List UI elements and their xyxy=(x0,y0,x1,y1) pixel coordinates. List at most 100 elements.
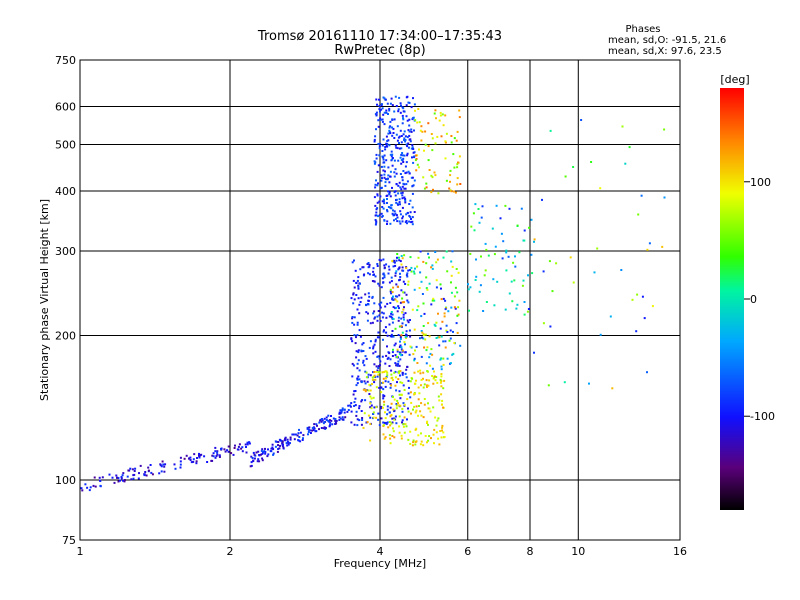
data-point xyxy=(386,413,389,416)
data-point xyxy=(80,487,83,490)
data-point xyxy=(367,262,370,264)
data-point xyxy=(469,286,472,289)
data-point xyxy=(409,199,412,202)
data-point xyxy=(406,365,409,368)
data-point xyxy=(241,446,244,449)
data-point xyxy=(393,259,396,262)
data-point xyxy=(409,442,412,445)
data-point xyxy=(385,422,388,424)
data-point xyxy=(281,442,284,445)
data-point xyxy=(436,381,439,384)
data-point xyxy=(409,335,412,338)
data-point xyxy=(390,369,393,372)
data-point xyxy=(378,424,381,427)
data-point xyxy=(99,484,102,487)
data-point xyxy=(385,370,388,373)
data-point xyxy=(367,292,370,295)
data-point xyxy=(420,125,423,128)
data-point xyxy=(406,180,409,183)
data-point xyxy=(417,256,420,259)
data-point xyxy=(406,145,409,148)
data-point xyxy=(377,365,380,368)
data-point xyxy=(402,316,405,319)
data-point xyxy=(244,443,247,446)
data-point xyxy=(388,126,391,129)
data-point xyxy=(404,187,407,190)
data-point xyxy=(388,107,391,110)
data-point xyxy=(404,343,406,346)
data-point xyxy=(409,319,411,321)
data-point xyxy=(391,158,394,161)
data-point xyxy=(381,311,384,314)
data-point xyxy=(354,269,357,272)
data-point xyxy=(390,373,393,376)
data-point xyxy=(318,421,321,424)
data-point xyxy=(407,410,410,413)
data-point xyxy=(382,312,385,315)
data-point xyxy=(396,399,399,402)
data-point xyxy=(404,221,407,224)
data-point xyxy=(458,109,461,112)
data-point xyxy=(518,251,521,254)
data-point xyxy=(357,284,360,287)
y-tick-label: 600 xyxy=(55,101,76,114)
data-point xyxy=(392,335,395,338)
data-point xyxy=(523,229,526,232)
data-point xyxy=(368,273,371,276)
data-point xyxy=(92,484,95,487)
data-point xyxy=(362,388,365,391)
data-point xyxy=(390,276,393,279)
data-point xyxy=(327,419,330,422)
data-point xyxy=(480,255,482,258)
data-point xyxy=(368,295,371,298)
data-point xyxy=(241,450,244,453)
data-point xyxy=(415,427,418,430)
data-point xyxy=(396,125,399,128)
data-point xyxy=(542,322,545,325)
data-point xyxy=(389,222,392,225)
data-point xyxy=(590,161,593,163)
data-point xyxy=(272,452,275,455)
data-point xyxy=(411,146,414,149)
data-point xyxy=(400,334,403,337)
data-point xyxy=(361,419,364,421)
data-point xyxy=(377,412,380,415)
data-point xyxy=(372,347,375,350)
data-point xyxy=(440,365,443,368)
data-point xyxy=(470,225,473,228)
data-point xyxy=(325,419,328,421)
data-point xyxy=(404,198,407,200)
data-point xyxy=(399,129,402,132)
data-point xyxy=(392,427,394,430)
data-point xyxy=(442,431,445,434)
data-point xyxy=(395,283,398,286)
data-point xyxy=(276,450,279,453)
data-point xyxy=(387,265,390,268)
data-point xyxy=(371,378,374,381)
x-tick-label: 1 xyxy=(77,545,84,558)
data-point xyxy=(372,416,375,419)
data-point xyxy=(430,303,433,306)
data-point xyxy=(433,112,436,115)
data-point xyxy=(325,416,328,419)
data-point xyxy=(410,130,413,133)
data-point xyxy=(356,334,359,337)
data-point xyxy=(353,423,356,426)
data-point xyxy=(338,416,341,419)
data-point xyxy=(358,419,361,422)
data-point xyxy=(363,364,366,367)
data-point xyxy=(195,460,198,463)
data-point xyxy=(373,196,376,199)
data-point xyxy=(395,364,398,367)
data-point xyxy=(386,345,388,348)
data-point xyxy=(433,370,435,373)
data-point xyxy=(442,357,445,360)
data-point xyxy=(412,151,415,154)
data-point xyxy=(402,215,404,218)
data-point xyxy=(395,214,398,217)
data-point xyxy=(283,439,286,441)
data-point xyxy=(364,388,367,391)
colorbar-tick-label: 0 xyxy=(750,293,757,306)
data-point xyxy=(382,281,385,284)
